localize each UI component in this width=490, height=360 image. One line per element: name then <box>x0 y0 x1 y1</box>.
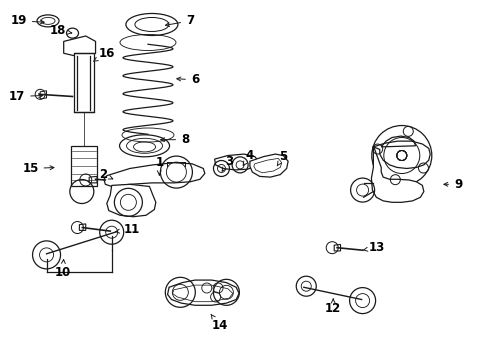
Text: 3: 3 <box>222 155 233 171</box>
Text: 4: 4 <box>243 149 254 166</box>
Text: 7: 7 <box>166 14 194 27</box>
Text: 19: 19 <box>10 14 44 27</box>
Text: 11: 11 <box>116 223 140 236</box>
Text: 9: 9 <box>444 178 462 191</box>
Polygon shape <box>79 224 86 230</box>
Polygon shape <box>371 146 424 202</box>
Polygon shape <box>104 163 205 186</box>
Text: 18: 18 <box>49 24 72 37</box>
Polygon shape <box>250 154 288 177</box>
Text: 1: 1 <box>155 156 163 175</box>
Polygon shape <box>373 141 430 168</box>
Text: 13: 13 <box>363 241 385 254</box>
Polygon shape <box>215 154 259 170</box>
Polygon shape <box>334 244 341 251</box>
Text: 14: 14 <box>211 314 228 332</box>
Text: 17: 17 <box>9 90 43 103</box>
Bar <box>71 146 97 186</box>
Text: 16: 16 <box>94 47 115 61</box>
Text: 5: 5 <box>277 150 287 166</box>
Text: 12: 12 <box>325 299 342 315</box>
Text: 8: 8 <box>161 133 189 146</box>
Text: 2: 2 <box>99 168 113 181</box>
Text: 10: 10 <box>54 260 71 279</box>
Polygon shape <box>107 184 156 217</box>
Polygon shape <box>168 280 239 305</box>
Text: 6: 6 <box>177 73 199 86</box>
Text: 15: 15 <box>22 162 54 175</box>
Bar <box>74 53 94 112</box>
